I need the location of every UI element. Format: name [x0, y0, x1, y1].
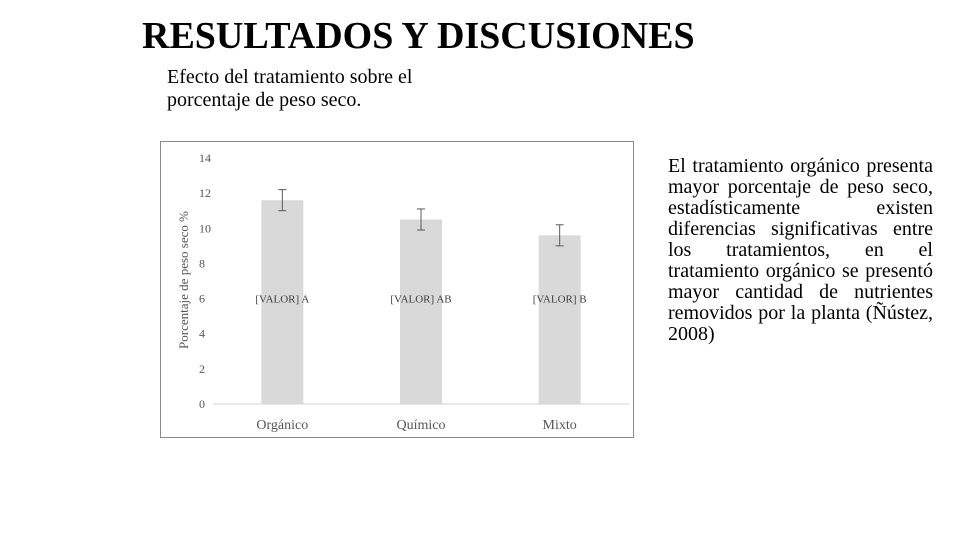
data-label: [VALOR] B: [533, 294, 587, 306]
bar: [261, 200, 304, 404]
y-tick-label: 2: [199, 362, 205, 376]
discussion-paragraph: El tratamiento orgánico presenta mayor p…: [668, 155, 933, 345]
data-label: [VALOR] AB: [390, 294, 451, 306]
bar-chart: Porcentaje de peso seco % 0 2 4 6 8 10 12 14 [VA…: [160, 141, 634, 438]
bar: [538, 235, 581, 404]
y-tick-label: 6: [199, 292, 205, 306]
chart-caption: Efecto del tratamiento sobre el porcenta…: [167, 66, 413, 111]
slide-title: RESULTADOS Y DISCUSIONES: [142, 15, 695, 57]
x-tick-label: Mixto: [543, 418, 577, 433]
y-axis-title: Porcentaje de peso seco %: [176, 211, 191, 349]
chart-svg: Porcentaje de peso seco % 0 2 4 6 8 10 12 14 [VA…: [176, 151, 629, 433]
y-tick-label: 0: [199, 397, 205, 411]
x-tick-label: Orgánico: [256, 418, 308, 433]
x-tick-label: Químico: [397, 418, 446, 433]
data-label: [VALOR] A: [255, 294, 309, 306]
y-tick-label: 12: [199, 186, 211, 200]
y-tick-label: 4: [199, 327, 205, 341]
y-tick-label: 14: [199, 151, 211, 165]
bar: [400, 219, 442, 404]
y-tick-label: 8: [199, 256, 205, 270]
y-tick-label: 10: [199, 221, 211, 235]
